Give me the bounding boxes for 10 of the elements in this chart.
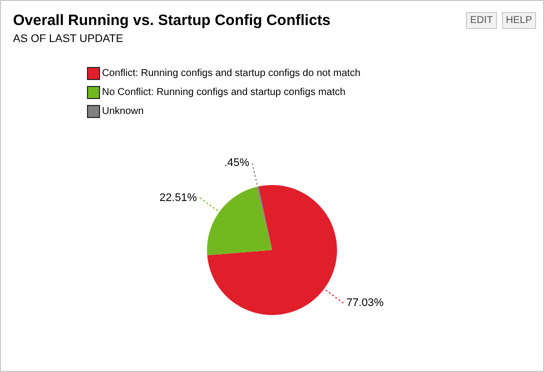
chart-title: Overall Running vs. Startup Config Conflicts <box>13 12 331 29</box>
text: EDIT <box>466 12 497 29</box>
legend-label: Conflict: Running configs and startup configs do not match <box>102 68 360 79</box>
data-label: 77.03% <box>346 297 384 310</box>
data-label: .45% <box>224 157 250 170</box>
data-label: 22.51% <box>160 192 198 204</box>
legend-label: Unknown <box>102 106 144 117</box>
legend-label: No Conflict: Running configs and startup configs match <box>102 87 346 98</box>
chart-subtitle: AS OF LAST UPDATE <box>13 33 124 45</box>
text: HELP <box>502 12 536 29</box>
